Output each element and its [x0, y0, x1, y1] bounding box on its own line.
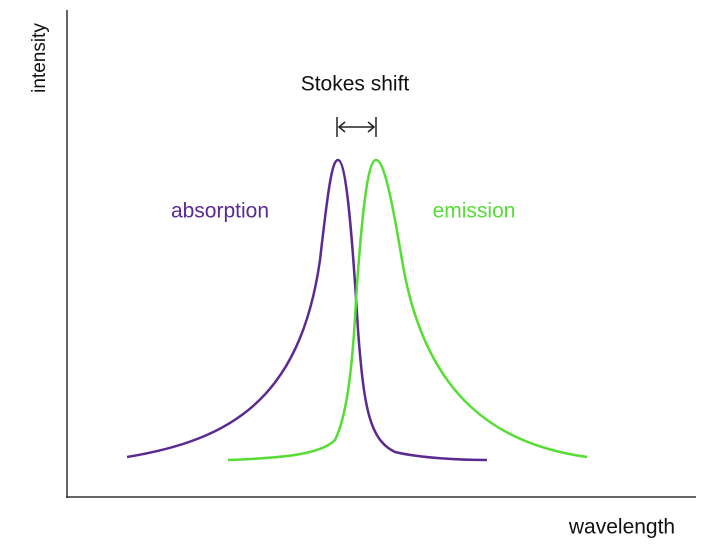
absorption-label: absorption — [171, 200, 269, 223]
shift-arrow — [336, 117, 377, 137]
absorption-curve — [126, 158, 488, 462]
emission-curve — [227, 158, 588, 462]
y-axis-label: intensity — [29, 23, 50, 93]
emission-label: emission — [433, 200, 516, 223]
stokes-shift-label: Stokes shift — [301, 73, 410, 96]
x-axis-label: wavelength — [568, 516, 675, 539]
